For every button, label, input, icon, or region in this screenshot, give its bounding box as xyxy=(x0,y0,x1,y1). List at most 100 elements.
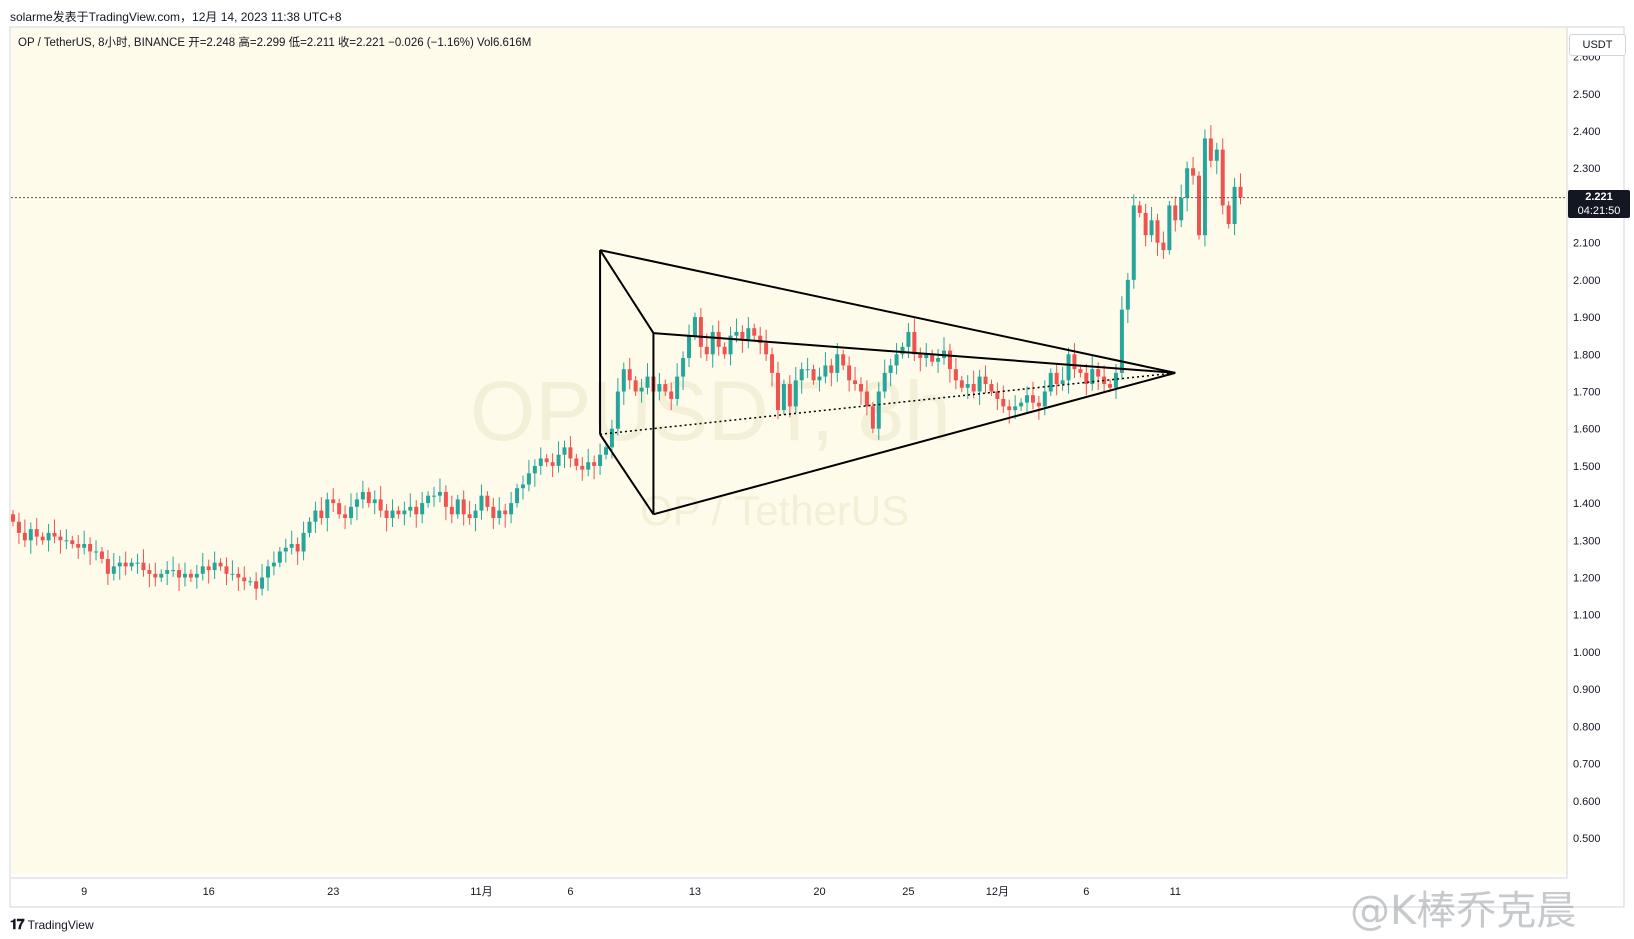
candle xyxy=(372,490,377,515)
candle-body xyxy=(390,510,395,518)
candle xyxy=(58,529,63,554)
candle-body xyxy=(265,566,270,578)
candle xyxy=(888,358,893,387)
candle xyxy=(1226,200,1231,229)
candle-body xyxy=(277,551,282,563)
candle-body xyxy=(177,570,182,578)
candle-body xyxy=(1078,369,1083,373)
candle xyxy=(1042,380,1047,416)
plot-area[interactable] xyxy=(11,28,1567,874)
candle xyxy=(936,349,941,373)
candle xyxy=(94,540,99,561)
candle xyxy=(894,343,899,375)
x-tick-label: 16 xyxy=(203,886,215,898)
candle xyxy=(224,557,229,585)
candle-body xyxy=(906,331,911,347)
candle-body xyxy=(835,354,840,373)
candle xyxy=(378,486,383,518)
candle-body xyxy=(295,544,300,552)
candle-body xyxy=(722,346,727,355)
candle xyxy=(787,375,792,418)
time-axis-ticks: 9 16 23 11月 6 13 20 25 12月 6 11 xyxy=(81,886,1181,898)
price-axis-area[interactable] xyxy=(1567,28,1623,874)
candle xyxy=(799,362,804,394)
candle xyxy=(728,326,733,366)
candle xyxy=(111,552,116,581)
candle xyxy=(900,342,905,359)
candle xyxy=(408,493,413,518)
candle xyxy=(1173,196,1178,232)
candle xyxy=(764,329,769,361)
candle xyxy=(337,498,342,519)
candle xyxy=(497,497,502,525)
candle-body xyxy=(1066,354,1071,381)
candle xyxy=(1149,206,1154,242)
candle xyxy=(965,375,970,399)
candle xyxy=(301,521,306,561)
candle xyxy=(260,564,265,596)
x-tick-label: 6 xyxy=(1083,886,1089,898)
candle-body xyxy=(153,573,158,578)
candle xyxy=(687,324,692,367)
candle xyxy=(99,547,104,564)
candle-body xyxy=(811,369,816,381)
candle xyxy=(218,558,223,571)
tradingview-brand[interactable]: 𝟏𝟕 TradingView xyxy=(10,916,94,933)
candle xyxy=(1048,368,1053,396)
candle-body xyxy=(515,488,520,504)
candle-body xyxy=(70,540,75,545)
y-tick-label: 2.000 xyxy=(1573,275,1601,287)
candle-body xyxy=(1197,175,1201,236)
candle-body xyxy=(544,458,549,463)
candle xyxy=(1167,200,1172,255)
candle-body xyxy=(1173,205,1178,221)
currency-button[interactable]: USDT xyxy=(1569,34,1626,56)
candle xyxy=(532,459,537,487)
candle xyxy=(402,501,407,526)
candle-body xyxy=(1036,402,1041,407)
last-price-tag: 2.221 04:21:50 xyxy=(1568,189,1630,218)
candle-body xyxy=(953,369,958,381)
candle xyxy=(995,382,1000,411)
candle-body xyxy=(1238,186,1243,198)
candle-body xyxy=(467,514,472,518)
candle xyxy=(141,549,146,577)
candle-body xyxy=(1007,406,1012,411)
candle xyxy=(165,561,170,585)
candle-body xyxy=(775,372,780,411)
candle-body xyxy=(378,499,383,511)
candle-body xyxy=(58,536,63,541)
candle-body xyxy=(947,350,952,370)
candle-body xyxy=(1167,205,1172,251)
candle-body xyxy=(432,495,437,497)
candle xyxy=(1007,399,1012,424)
candle-body xyxy=(354,499,359,507)
candle-body xyxy=(1060,380,1065,385)
candle xyxy=(295,537,300,565)
candle xyxy=(1220,138,1225,215)
candle xyxy=(586,448,591,477)
candle-body xyxy=(82,544,87,548)
candle xyxy=(313,501,318,533)
candle-body xyxy=(366,491,371,504)
candle xyxy=(70,535,75,549)
candle-body xyxy=(681,358,686,377)
candle xyxy=(1019,398,1024,411)
candle xyxy=(562,440,567,469)
candle-body xyxy=(52,532,57,537)
candle xyxy=(509,491,514,524)
candle xyxy=(200,552,205,581)
candle xyxy=(604,442,608,460)
candle xyxy=(1119,296,1124,380)
y-tick-label: 0.900 xyxy=(1573,684,1601,696)
candle xyxy=(289,530,294,555)
y-tick-label: 0.700 xyxy=(1573,759,1601,771)
candle xyxy=(770,347,775,387)
candle xyxy=(1072,343,1077,379)
candle-body xyxy=(1072,354,1077,370)
pattern-line xyxy=(599,433,655,515)
candle-body xyxy=(550,462,555,466)
candle-body xyxy=(360,491,365,500)
candle xyxy=(959,375,964,393)
